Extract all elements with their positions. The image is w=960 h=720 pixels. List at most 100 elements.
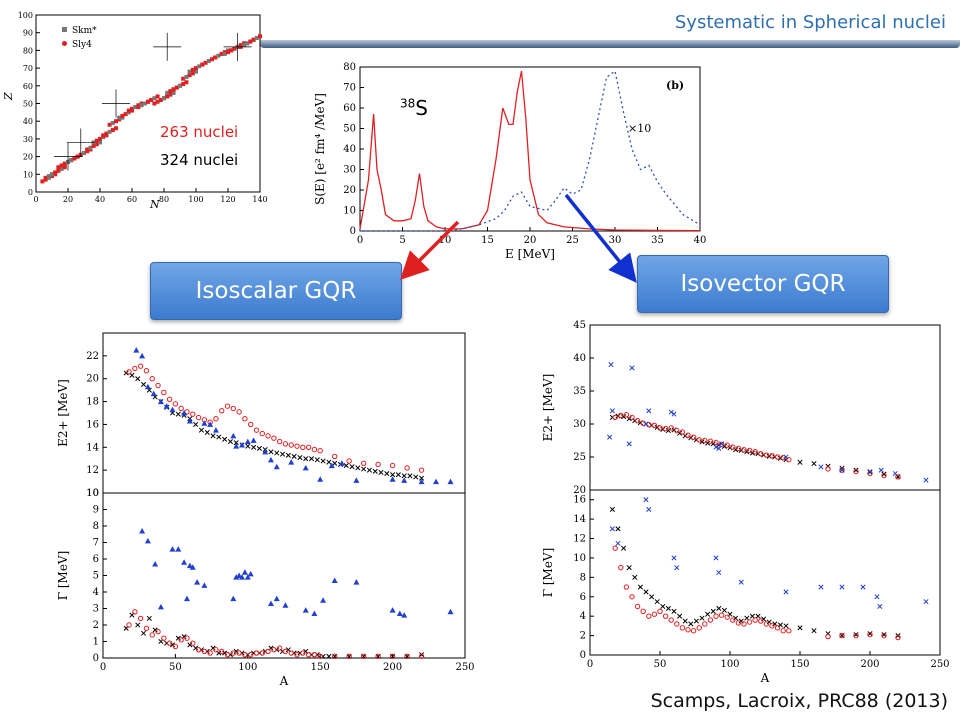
y-tick-label: 40 <box>573 353 586 364</box>
data-point <box>685 432 691 438</box>
x-tick-label: 100 <box>238 662 257 673</box>
data-point <box>772 621 778 627</box>
data-point <box>346 458 352 464</box>
data-point <box>418 653 425 660</box>
data-point <box>766 619 772 625</box>
data-point <box>774 625 781 631</box>
data-point <box>699 439 705 445</box>
data-point <box>786 456 792 463</box>
data-point <box>361 466 367 472</box>
data-point <box>677 430 683 436</box>
y-tick-label: 20 <box>86 374 99 385</box>
data-point <box>780 628 786 634</box>
data-point <box>418 478 425 485</box>
x-axis-label: A <box>760 671 770 685</box>
data-point <box>693 618 699 624</box>
data-point <box>763 621 770 627</box>
data-point <box>741 621 747 627</box>
nucleus-marker <box>184 74 189 79</box>
isovector-gqr-button[interactable]: Isovector GQR <box>637 255 889 313</box>
data-point <box>245 443 251 449</box>
x-tick-label: 0 <box>587 659 593 670</box>
data-point <box>186 562 193 569</box>
data-point <box>634 603 641 610</box>
data-point <box>207 421 214 427</box>
data-point <box>233 443 240 449</box>
data-point <box>707 617 714 623</box>
data-point <box>308 456 315 462</box>
data-point <box>609 506 615 512</box>
data-point <box>419 652 425 658</box>
isoscalar-gqr-button[interactable]: Isoscalar GQR <box>150 262 402 320</box>
data-point <box>744 449 750 455</box>
data-point <box>190 411 196 417</box>
y-tick-label: 80 <box>343 62 356 73</box>
data-point <box>267 456 274 463</box>
data-point <box>233 648 239 654</box>
data-point <box>643 497 649 503</box>
data-point <box>702 621 708 627</box>
data-point <box>172 401 179 407</box>
data-point <box>210 433 216 439</box>
data-point <box>265 648 271 655</box>
data-point <box>150 390 157 397</box>
data-point <box>267 600 274 607</box>
data-point <box>224 403 231 409</box>
data-point <box>302 464 309 471</box>
data-point <box>881 471 887 477</box>
y-tick-label: 12 <box>573 534 586 545</box>
data-point <box>860 584 866 590</box>
nucleus-marker <box>136 105 141 110</box>
data-point <box>629 414 635 421</box>
data-point <box>774 454 781 460</box>
nucleus-marker <box>226 50 230 55</box>
data-point <box>262 448 269 455</box>
data-point <box>300 650 306 656</box>
nucleus-marker <box>258 34 262 39</box>
data-point <box>230 595 237 602</box>
nucleus-marker <box>216 53 221 58</box>
data-point <box>390 472 396 478</box>
data-point <box>236 409 242 415</box>
nuclear-chart-xlabel: N <box>149 198 160 211</box>
data-point <box>626 565 632 571</box>
data-point <box>230 650 237 656</box>
data-point <box>139 527 146 534</box>
y-tick-label: 12 <box>86 465 99 476</box>
legend-sly4-label: Sly4 <box>72 40 92 50</box>
data-point <box>241 569 248 575</box>
y-axis-label: E2+ [MeV] <box>56 379 70 447</box>
data-point <box>744 615 750 621</box>
y-tick-label: 70 <box>23 64 33 73</box>
data-point <box>274 450 280 456</box>
data-point <box>649 594 655 600</box>
x-tick-label: 140 <box>252 195 267 204</box>
data-point <box>273 595 280 602</box>
data-point <box>609 526 615 532</box>
data-point <box>187 642 193 648</box>
data-point <box>839 467 845 473</box>
x-tick-label: 20 <box>63 195 73 204</box>
y-tick-label: 100 <box>18 11 33 20</box>
data-point <box>230 432 237 439</box>
data-point <box>294 652 300 658</box>
data-point <box>244 574 251 580</box>
data-point <box>713 555 719 561</box>
y-tick-label: 14 <box>573 514 586 525</box>
data-point <box>288 650 294 656</box>
data-point <box>690 628 697 634</box>
y-tick-label: 7 <box>93 538 99 549</box>
nucleus-marker <box>187 69 192 74</box>
nucleus-marker <box>94 138 99 143</box>
nucleus-marker <box>219 51 224 56</box>
nucleus-marker <box>200 62 205 67</box>
data-point <box>721 607 727 613</box>
data-point <box>332 460 338 466</box>
data-point <box>233 440 239 446</box>
data-point <box>256 445 262 451</box>
y-tick-label: 70 <box>343 83 356 94</box>
nucleus-marker <box>98 140 102 145</box>
data-point <box>201 648 208 655</box>
y-tick-label: 4 <box>580 611 586 622</box>
y-tick-label: 80 <box>23 46 33 55</box>
